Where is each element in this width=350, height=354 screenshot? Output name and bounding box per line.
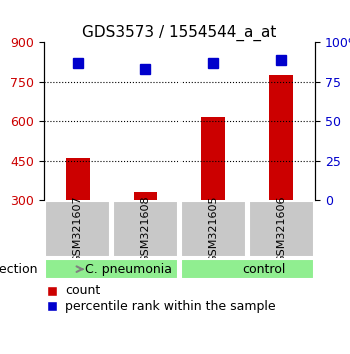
Bar — [66, 158, 90, 200]
Title: GDS3573 / 1554544_a_at: GDS3573 / 1554544_a_at — [82, 25, 276, 41]
Text: control: control — [243, 263, 286, 276]
FancyBboxPatch shape — [45, 259, 178, 279]
Text: GSM321607: GSM321607 — [73, 195, 83, 263]
Bar — [269, 75, 293, 200]
Text: GSM321606: GSM321606 — [276, 195, 286, 263]
Bar — [201, 118, 225, 200]
Text: GSM321605: GSM321605 — [208, 195, 218, 263]
FancyBboxPatch shape — [181, 259, 314, 279]
FancyBboxPatch shape — [181, 201, 246, 257]
Text: infection: infection — [0, 263, 38, 276]
FancyBboxPatch shape — [113, 201, 178, 257]
FancyBboxPatch shape — [45, 201, 110, 257]
Text: percentile rank within the sample: percentile rank within the sample — [65, 300, 276, 313]
Bar — [134, 193, 158, 200]
Text: C. pneumonia: C. pneumonia — [85, 263, 172, 276]
Text: count: count — [65, 285, 101, 297]
Text: GSM321608: GSM321608 — [140, 195, 150, 263]
FancyBboxPatch shape — [248, 201, 314, 257]
